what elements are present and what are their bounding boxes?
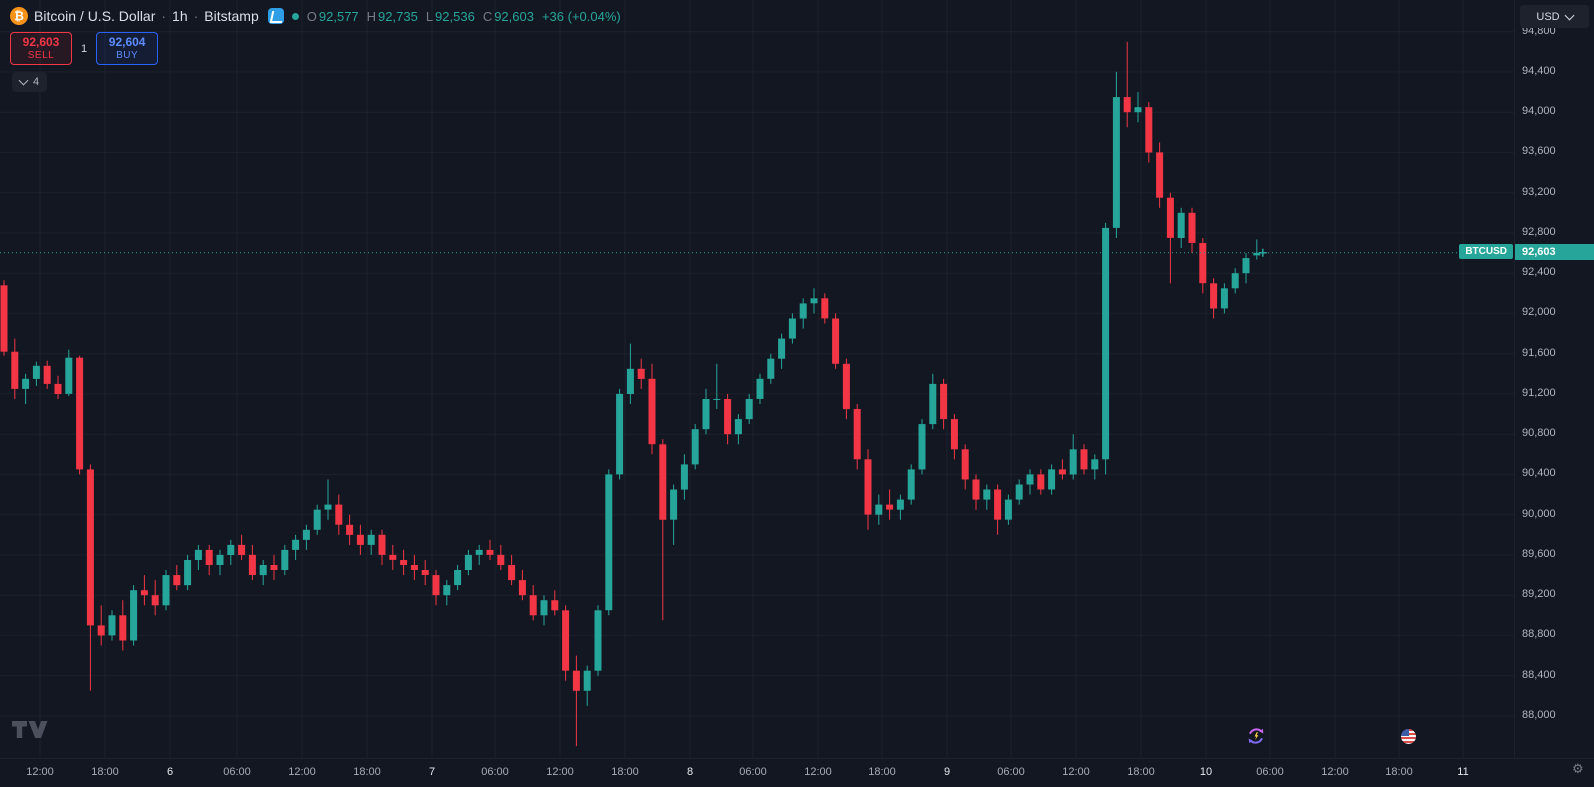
candlestick-chart[interactable]: [0, 0, 1514, 758]
sell-button[interactable]: 92,603 SELL: [10, 32, 72, 65]
price-tick-label: 94,000: [1522, 105, 1556, 117]
price-tick-label: 89,200: [1522, 588, 1556, 600]
bitstamp-logo-icon: [267, 8, 284, 24]
time-tick-label: 18:00: [91, 766, 119, 778]
interval-label[interactable]: 1h: [172, 8, 188, 24]
separator: ·: [161, 8, 167, 24]
time-tick-label: 06:00: [223, 766, 251, 778]
separator: ·: [193, 8, 199, 24]
price-tick-label: 91,600: [1522, 347, 1556, 359]
currency-button[interactable]: USD: [1520, 5, 1589, 28]
chevron-down-icon: [1564, 10, 1575, 20]
candles: [0, 41, 1261, 747]
time-tick-label: 18:00: [611, 766, 639, 778]
tradingview-logo[interactable]: [12, 721, 48, 739]
time-scale[interactable]: 12:00 18:00 6 06:00 12:00 18:00 7 06:00 12:00 18:…: [0, 758, 1594, 787]
change-value: +36 (+0.04%): [541, 8, 621, 24]
market-status-icon: [291, 12, 299, 20]
bitcoin-icon: ₿: [10, 7, 28, 25]
sell-label: SELL: [27, 49, 55, 61]
spread-value: 1: [81, 42, 88, 55]
time-tick-label: 06:00: [997, 766, 1025, 778]
time-tick-label: 6: [166, 766, 174, 778]
time-tick-label: 11: [1457, 766, 1469, 778]
time-tick-label: 06:00: [481, 766, 509, 778]
time-tick-label: 18:00: [353, 766, 381, 778]
time-tick-label: 06:00: [739, 766, 767, 778]
time-tick-label: 12:00: [1321, 766, 1349, 778]
price-tick-label: 90,400: [1522, 467, 1556, 479]
time-tick-label: 10: [1199, 766, 1213, 778]
time-tick-label: 18:00: [868, 766, 896, 778]
time-tick-label: 18:00: [1385, 766, 1413, 778]
exchange-label[interactable]: Bitstamp: [204, 8, 259, 24]
symbol-title[interactable]: Bitcoin / U.S. Dollar: [34, 8, 156, 24]
time-tick-label: 12:00: [546, 766, 574, 778]
chevron-down-icon: [18, 75, 29, 86]
time-tick-label: 06:00: [1256, 766, 1284, 778]
price-tick-label: 92,400: [1522, 266, 1556, 278]
last-price-marker: [1258, 248, 1267, 257]
price-tick-label: 88,400: [1522, 669, 1556, 681]
object-count: 4: [33, 76, 40, 88]
time-tick-label: 12:00: [288, 766, 316, 778]
time-tick-label: 12:00: [1062, 766, 1090, 778]
price-tick-label: 92,800: [1522, 226, 1556, 238]
time-tick-label: 18:00: [1127, 766, 1155, 778]
price-tick-label: 94,800: [1522, 25, 1556, 37]
us-flag-event-icon[interactable]: [1401, 729, 1416, 744]
price-scale[interactable]: USD 92,603 94,800 94,400 94,000 93,600 93,20…: [1514, 0, 1594, 758]
price-tick-label: 90,800: [1522, 427, 1556, 439]
time-tick-label: 8: [686, 766, 694, 778]
currency-label: USD: [1536, 10, 1560, 23]
ohlc-readout: O 92,577 H 92,735 L 92,536 C 92,603 +36 (+0.…: [306, 8, 621, 24]
trade-panel: 92,603 SELL 1 92,604 BUY: [10, 32, 159, 65]
time-tick-label: 9: [943, 766, 951, 778]
time-tick-label: 12:00: [26, 766, 54, 778]
price-tick-label: 89,600: [1522, 548, 1556, 560]
symbol-legend: ₿ Bitcoin / U.S. Dollar · 1h · Bitstamp …: [10, 7, 621, 25]
price-tick-label: 94,400: [1522, 65, 1556, 77]
sell-price: 92,603: [22, 35, 60, 50]
last-price-tag: 92,603: [1515, 244, 1594, 260]
price-tick-label: 90,000: [1522, 508, 1556, 520]
price-tick-label: 91,200: [1522, 387, 1556, 399]
price-tick-label: 92,000: [1522, 306, 1556, 318]
price-tick-label: 88,000: [1522, 709, 1556, 721]
axis-settings-gear-icon[interactable]: ⚙: [1572, 762, 1584, 777]
price-tick-label: 93,200: [1522, 186, 1556, 198]
price-tick-label: 88,800: [1522, 628, 1556, 640]
legend-collapse-button[interactable]: 4: [12, 72, 48, 92]
circular-arrows-event-icon[interactable]: [1246, 726, 1266, 746]
time-tick-label: 12:00: [804, 766, 832, 778]
price-tick-label: 93,600: [1522, 145, 1556, 157]
price-line-symbol-tag: BTCUSD: [1459, 244, 1513, 259]
buy-price: 92,604: [108, 35, 146, 50]
time-tick-label: 7: [428, 766, 436, 778]
buy-label: BUY: [116, 49, 139, 61]
buy-button[interactable]: 92,604 BUY: [96, 32, 159, 65]
grid: [0, 0, 1514, 758]
